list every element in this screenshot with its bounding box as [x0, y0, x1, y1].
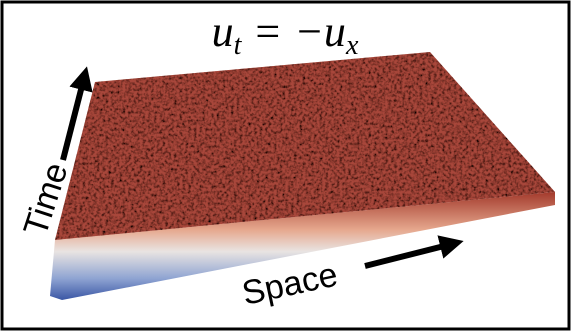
eq-left: u [212, 7, 234, 56]
eq-operator: = [255, 7, 280, 56]
equation: ut = −ux [212, 7, 359, 61]
eq-right: −u [294, 7, 346, 56]
eq-left-sub: t [234, 30, 243, 61]
time-arrow [60, 66, 93, 161]
surface-side [50, 192, 555, 300]
surface-top [55, 52, 555, 240]
space-arrow [364, 235, 464, 269]
eq-right-sub: x [345, 30, 359, 61]
